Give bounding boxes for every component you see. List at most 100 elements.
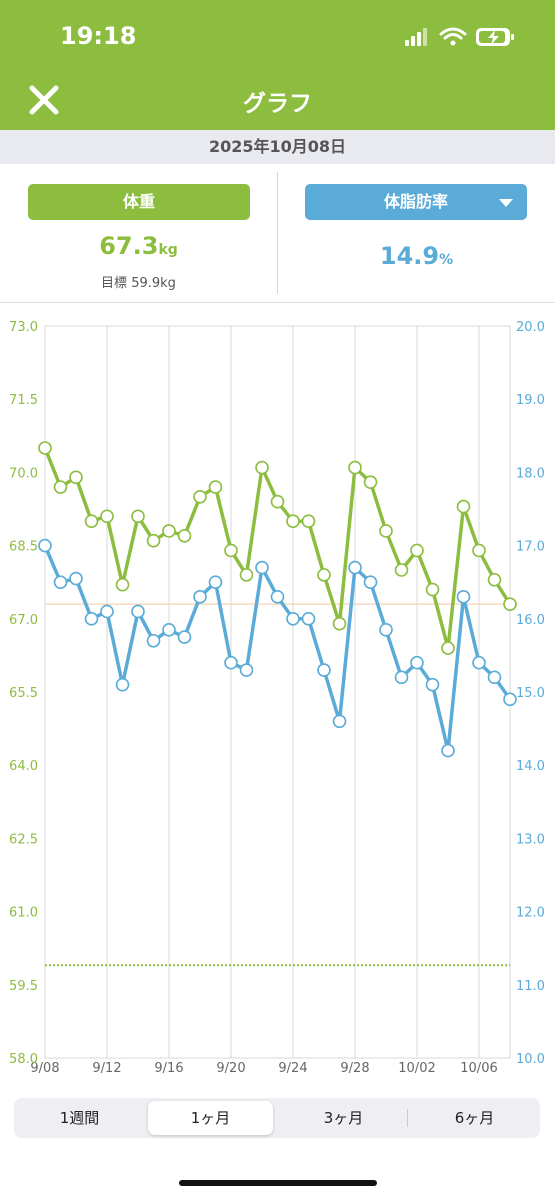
fat-data-point [394,670,409,685]
y-left-tick-label: 67.0 [9,613,38,628]
weight-number: 67.3 [99,232,159,260]
fat-series-line [43,543,512,753]
fat-data-point [286,611,300,626]
y-right-tick-label: 11.0 [516,979,545,994]
y-left-tick-label: 61.0 [9,906,38,921]
tab-6month[interactable]: 6ヶ月 [454,1109,495,1127]
y-right-tick-label: 16.0 [516,613,545,628]
weight-data-point [69,470,83,485]
weight-data-point [162,524,176,538]
weight-data-point [379,524,393,538]
weight-unit: kg [158,242,178,258]
goal-weight: 目標 59.9kg [0,272,277,291]
fat-panel: 体脂肪率 14.9% [278,164,555,302]
fat-data-point [503,692,517,707]
fat-data-point [177,630,192,644]
fat-data-point [84,611,99,626]
weight-data-point [239,568,254,582]
fat-data-point [270,590,285,604]
fat-data-point [348,560,362,575]
weight-data-point [286,514,300,528]
y-right-tick-label: 15.0 [516,686,545,701]
weight-data-point [503,597,517,611]
weight-data-point [53,480,68,494]
y-right-tick-label: 13.0 [516,832,545,847]
fat-data-point [53,575,68,590]
tab-3month[interactable]: 3ヶ月 [323,1109,364,1127]
y-left-tick-label: 59.5 [9,979,38,994]
fat-data-point [162,622,176,637]
wifi-icon [439,27,467,46]
weight-data-point [348,460,362,475]
weight-panel: 体重 67.3kg 目標 59.9kg [0,164,277,302]
fat-data-point [363,575,378,590]
fat-data-point [193,590,207,604]
home-indicator [179,1180,377,1186]
weight-data-point [131,509,145,524]
weight-data-point [177,529,192,543]
weight-data-point [441,641,455,655]
weight-data-point [363,475,378,489]
weight-data-point [115,577,130,592]
weight-data-point [208,480,223,494]
fat-data-point [425,677,440,692]
x-tick-label: 9/16 [154,1061,183,1076]
x-tick-label: 9/20 [216,1061,245,1076]
weight-data-point [410,543,424,558]
weight-data-point [38,441,52,455]
y-left-tick-label: 64.0 [9,759,38,774]
status-bar: 19:18 [0,0,555,70]
fat-metric-label: 体脂肪率 [383,192,448,211]
weight-data-point [456,499,471,514]
weight-button[interactable]: 体重 [28,184,250,220]
fat-data-point [301,611,316,626]
y-right-tick-label: 17.0 [516,540,545,555]
fat-data-point [208,575,223,590]
y-left-tick-label: 73.0 [9,320,38,335]
y-left-tick-label: 62.5 [9,832,38,847]
weight-data-point [425,582,440,597]
x-tick-label: 9/08 [30,1061,59,1076]
fat-data-point [487,670,502,685]
y-right-tick-label: 14.0 [516,759,545,774]
fat-metric-dropdown[interactable]: 体脂肪率 [305,184,527,220]
y-left-tick-label: 65.5 [9,686,38,701]
fat-data-point [38,538,52,553]
weight-data-point [487,572,502,587]
signal-icon [405,28,427,46]
fat-data-point [239,663,254,677]
weight-data-point [255,460,269,475]
fat-data-point [456,590,471,604]
tab-1month[interactable]: 1ヶ月 [148,1101,273,1135]
fat-data-point [255,560,269,575]
date-label: 2025年10月08日 [0,130,555,164]
nav-bar: グラフ [0,70,555,130]
y-right-tick-label: 20.0 [516,320,545,335]
tab-separator [407,1109,408,1127]
goal-label: 目標 [101,276,128,291]
panel-divider [277,172,278,294]
weight-data-point [84,514,99,528]
y-right-tick-label: 12.0 [516,906,545,921]
plot-frame [44,325,511,1059]
y-left-tick-label: 71.5 [9,393,38,408]
weight-data-point [100,509,114,524]
status-icons [405,27,514,46]
weight-data-point [332,616,347,631]
x-tick-label: 10/02 [398,1061,435,1076]
y-left-tick-label: 68.5 [9,540,38,555]
tab-1week[interactable]: 1週間 [59,1109,100,1127]
weight-data-point [270,494,285,509]
weight-data-point [472,543,486,558]
fat-data-point [115,677,130,692]
panel-bottom-divider [0,302,555,303]
weight-data-point [146,533,161,548]
weight-data-point [224,543,238,558]
x-tick-label: 10/06 [460,1061,497,1076]
fat-data-point [146,633,161,648]
fat-data-point [131,604,145,619]
weight-fat-chart[interactable]: 9/08 9/12 9/16 9/20 9/24 9/28 10/02 10/06 73.0 71… [0,303,555,1093]
close-icon[interactable] [22,78,66,122]
fat-data-point [379,622,393,637]
dropdown-caret-icon [499,199,513,207]
